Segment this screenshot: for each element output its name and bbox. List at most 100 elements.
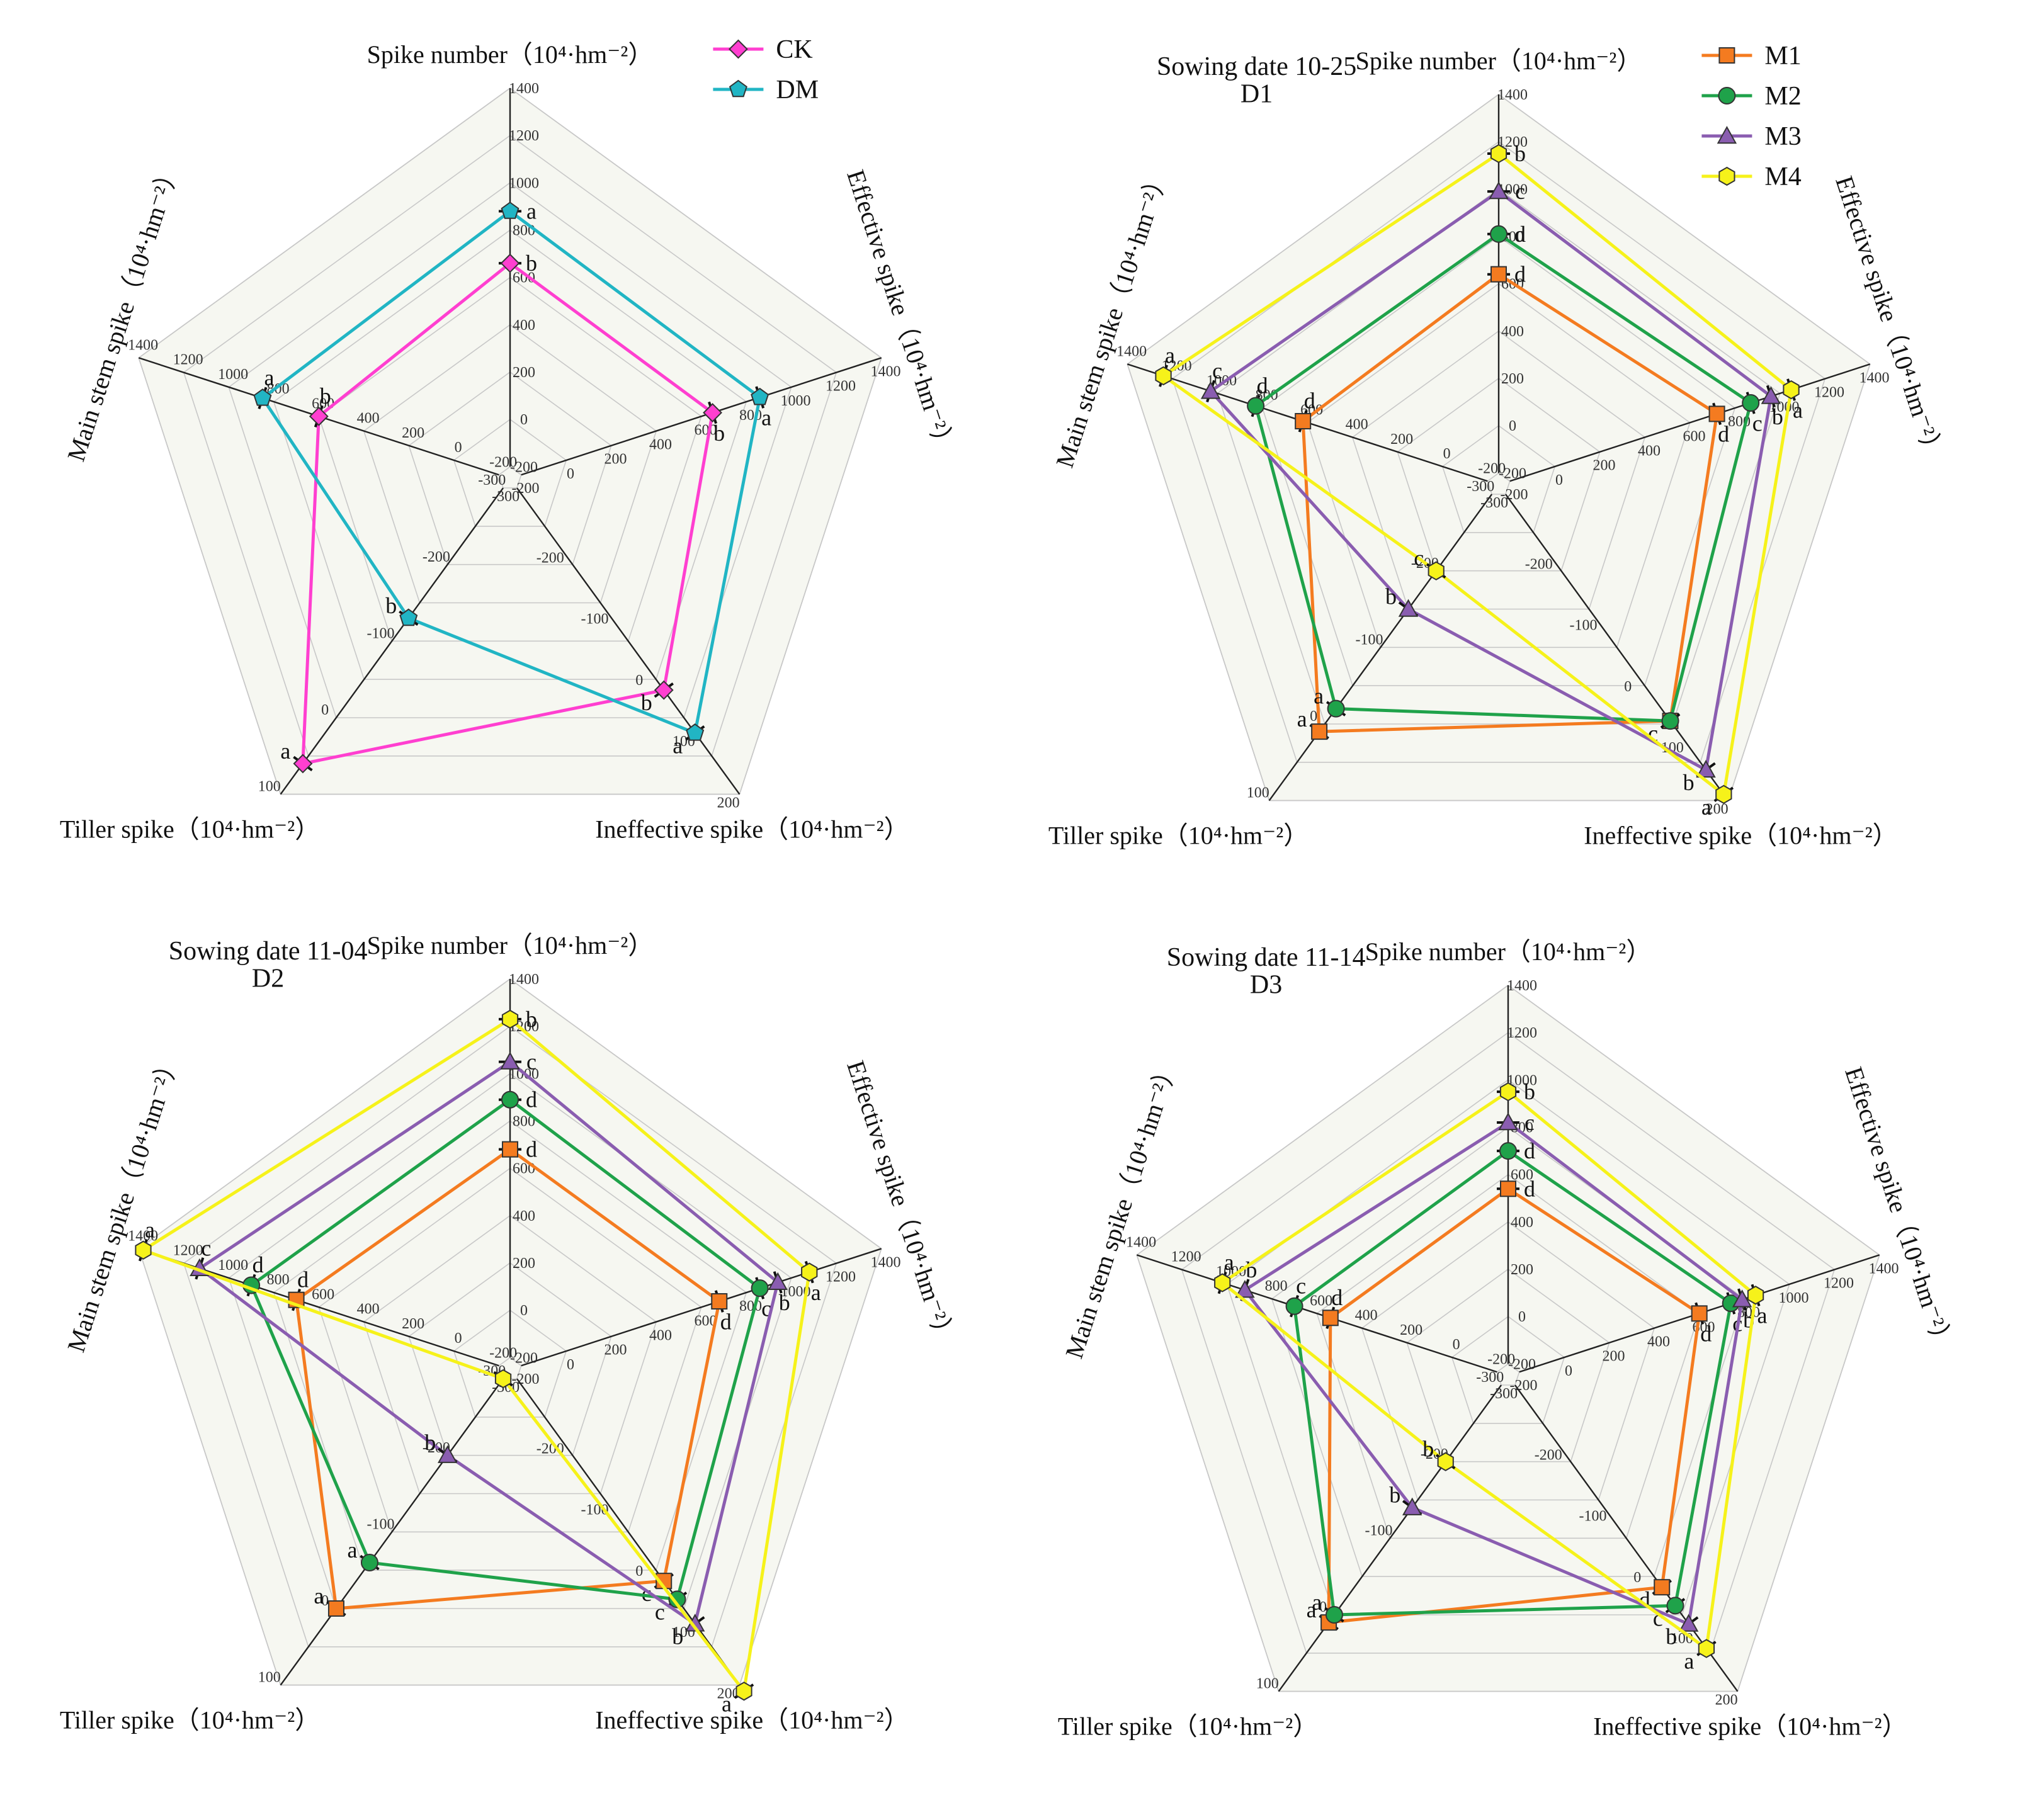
significance-letter: a [145,1217,155,1242]
point-M3 [1398,599,1419,617]
tick-label: 100 [1256,1676,1279,1692]
tick-label: -200 [1535,1447,1562,1463]
series-line-M4 [1161,151,1793,798]
tick-label: 400 [649,437,672,453]
tick-label: -200 [489,454,517,470]
grid-ring [453,1309,567,1418]
tick-label: -200 [1501,487,1528,503]
point-M4 [1155,366,1172,386]
grid-ring [1397,378,1601,572]
point-DM [501,201,520,219]
tick-label: 1400 [1126,1235,1156,1251]
tick-label: 400 [1647,1334,1670,1350]
point-M1 [327,1600,344,1617]
legend-label-M1: M1 [1764,42,1801,71]
significance-letter: a [1314,684,1324,709]
radar-panel-top-left: -2000200400600800100012001400-2000200400… [60,35,960,843]
significance-letter: b [424,1430,436,1456]
axis-line-3 [1268,494,1493,801]
significance-letter: a [1297,706,1307,732]
grid-ring [1361,1221,1655,1501]
axis-title: Ineffective spike（10⁴·hm⁻²） [595,815,909,843]
grid-ring [408,1262,612,1456]
tick-label: 0 [1310,708,1317,725]
tick-label: 1400 [871,363,901,380]
significance-letter: d [1257,373,1268,398]
significance-letter: a [761,405,771,431]
tick-label: -100 [367,625,395,642]
tick-label: 1400 [509,81,539,97]
point-M4 [801,1262,818,1282]
tick-label: -100 [1365,1522,1393,1539]
significance-letter: c [1515,179,1525,204]
point-CK [703,403,722,422]
tick-label: 1200 [1507,1025,1537,1041]
tick-label: 600 [312,1286,334,1303]
point-CK [654,680,674,700]
tick-label: 600 [1683,428,1706,444]
point-M4 [1698,1639,1715,1658]
point-M3 [1678,1614,1699,1632]
tick-label: 0 [321,702,329,718]
point-M3 [500,1051,520,1070]
axis-line-2 [516,1378,741,1686]
point-M1 [1295,413,1312,430]
tick-label: 100 [1247,785,1269,801]
tick-label: 400 [1638,443,1661,460]
tick-label: -100 [581,611,609,628]
point-M4 [1747,1286,1764,1305]
panel-title: Sowing date 10-25 [1157,52,1356,81]
series-line-M1 [1327,1187,1701,1624]
point-M1 [1708,405,1725,422]
tick-label: 0 [1509,418,1516,434]
tick-label: 1000 [218,366,248,383]
axis-line-1 [521,1248,882,1367]
tick-label: 1200 [1171,1249,1201,1265]
tick-label: -200 [1478,460,1506,477]
point-M1 [1500,1180,1516,1197]
series-line-M4 [139,1017,811,1695]
grid-ring [363,324,657,604]
axis-title: Tiller spike（10⁴·hm⁻²） [1048,821,1309,849]
grid-ring [1127,94,1871,801]
significance-letter: c [1752,410,1763,436]
tick-label: 1400 [1116,344,1147,360]
tick-label: 200 [1390,431,1413,448]
tick-label: 0 [1565,1363,1572,1379]
tick-label: 200 [513,1255,535,1272]
point-M4 [1437,1452,1454,1471]
grid-ring [1496,1363,1520,1386]
tick-label: 0 [321,1593,329,1609]
tick-label: -200 [1487,1351,1515,1367]
grid-ring [1487,472,1511,495]
grid-ring [228,182,792,718]
tick-label: -200 [1525,556,1553,572]
tick-label: 1400 [509,971,539,988]
axis-title: Tiller spike（10⁴·hm⁻²） [1058,1712,1318,1740]
axis-title: Spike number（10⁴·hm⁻²） [1365,937,1652,966]
panel-subtitle: D1 [1241,79,1273,108]
point-M1 [1654,1579,1671,1596]
grid-ring [1451,1316,1565,1424]
grid-ring [1406,1269,1610,1462]
point-M3 [1235,1280,1255,1298]
grid-ring [1351,330,1646,610]
radar-panel-bottom-right: -2000200400600800100012001400-2000200400… [1058,937,1958,1740]
significance-letter: c [1212,358,1222,383]
grid-ring [363,1214,657,1495]
point-M3 [1200,381,1221,399]
tick-label: 0 [1555,472,1563,489]
tick-label: 0 [567,1357,574,1373]
significance-letter: a [280,738,290,764]
tick-label: -200 [510,1350,538,1366]
radar-panel-bottom-left: -2000200400600800100012001400-2000200400… [60,931,960,1734]
point-M4 [1715,784,1732,805]
grid-ring [228,1073,792,1609]
axis-line-1 [1509,363,1871,482]
point-CK [293,754,313,774]
significance-letter: b [672,1624,683,1649]
tick-label: 600 [513,1161,535,1177]
tick-label: -200 [1499,465,1526,482]
point-M3 [1402,1497,1422,1515]
